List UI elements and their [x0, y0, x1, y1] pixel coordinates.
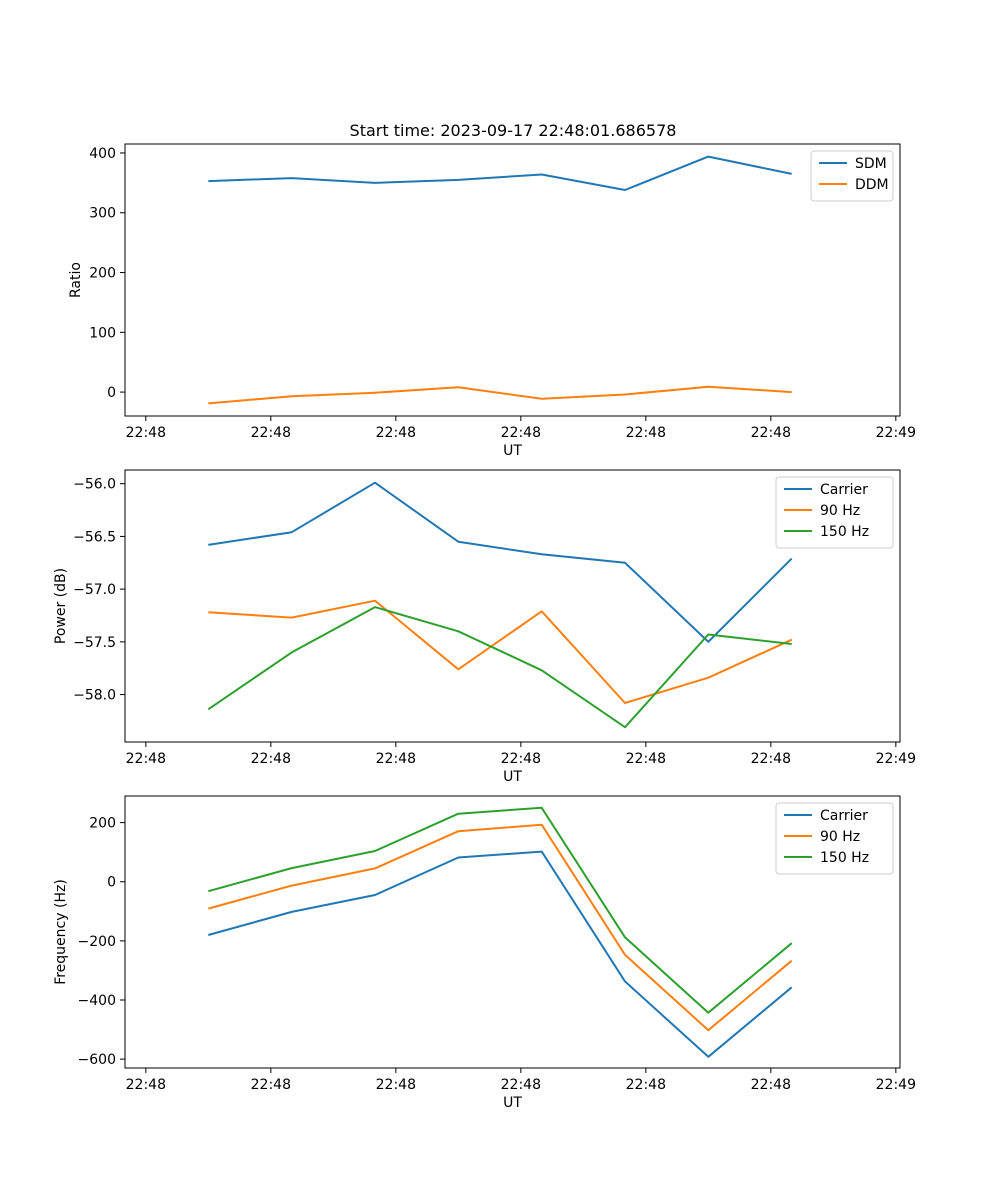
x-tick-label: 22:48 [501, 751, 541, 767]
y-tick-label: 0 [107, 875, 116, 891]
y-tick-label: −56.5 [73, 529, 116, 545]
legend-label: 150 Hz [820, 524, 869, 540]
x-tick-label: 22:48 [501, 1077, 541, 1093]
legend-label: SDM [855, 156, 887, 172]
x-tick-label: 22:48 [251, 425, 291, 441]
axes-frame [124, 143, 901, 417]
subplots: 0 100 200 300 400 22:48 22:48 22:48 22:48 22:48 22… [53, 143, 916, 1111]
y-axis-label: Frequency (Hz) [53, 879, 69, 985]
legend: Carrier 90 Hz 150 Hz [775, 802, 894, 875]
legend: SDM DDM [810, 150, 894, 202]
legend: Carrier 90 Hz 150 Hz [775, 476, 894, 549]
axes-frame [124, 469, 901, 743]
y-tick-label: 100 [89, 325, 116, 341]
x-tick-label: 22:48 [626, 425, 666, 441]
series-line-carrier [208, 481, 793, 643]
y-tick-label: −400 [78, 993, 116, 1009]
x-tick-label: 22:48 [126, 751, 166, 767]
legend-label: 90 Hz [820, 829, 860, 845]
series-line-sdm [208, 155, 792, 191]
x-tick-label: 22:48 [251, 751, 291, 767]
legend-label: 90 Hz [820, 503, 860, 519]
x-tick-label: 22:48 [501, 425, 541, 441]
x-tick-label: 22:48 [751, 751, 791, 767]
x-tick-label: 22:49 [876, 425, 916, 441]
y-axis-label: Power (dB) [53, 568, 69, 644]
x-tick-label: 22:48 [626, 751, 666, 767]
x-tick-label: 22:48 [376, 1077, 416, 1093]
series-line-150-hz [207, 606, 792, 729]
y-tick-label: −56.0 [73, 477, 116, 493]
x-tick-label: 22:48 [751, 425, 791, 441]
x-tick-label: 22:48 [126, 425, 166, 441]
x-tick-label: 22:49 [876, 1077, 916, 1093]
x-tick-label: 22:48 [751, 1077, 791, 1093]
y-tick-label: 400 [89, 146, 116, 162]
subplot-power: −58.0 −57.5 −57.0 −56.5 −56.0 22:48 22:48 22:48… [53, 469, 916, 785]
x-tick-label: 22:48 [626, 1077, 666, 1093]
legend-label: Carrier [820, 482, 868, 498]
y-tick-label: −57.0 [73, 582, 116, 598]
x-axis-label: UT [503, 1095, 522, 1111]
x-tick-label: 22:48 [376, 425, 416, 441]
legend-label: 150 Hz [820, 850, 869, 866]
y-tick-label: 200 [89, 266, 116, 282]
legend-label: DDM [855, 177, 889, 193]
series-line-90-hz [208, 823, 793, 1032]
y-tick-label: −600 [78, 1052, 116, 1068]
x-tick-label: 22:49 [876, 751, 916, 767]
x-axis-label: UT [503, 443, 522, 459]
x-tick-label: 22:48 [376, 751, 416, 767]
x-axis-label: UT [503, 769, 522, 785]
legend-label: Carrier [820, 808, 868, 824]
chart-title: Start time: 2023-09-17 22:48:01.686578 [350, 121, 677, 140]
series-line-150-hz [208, 806, 793, 1014]
x-tick-label: 22:48 [126, 1077, 166, 1093]
y-tick-label: −57.5 [73, 635, 116, 651]
y-tick-label: 0 [107, 385, 116, 401]
axes-frame [124, 795, 901, 1069]
series-line-carrier [208, 850, 793, 1058]
y-axis-label: Ratio [68, 262, 84, 298]
subplot-ratio: 0 100 200 300 400 22:48 22:48 22:48 22:48 22:48 22… [68, 143, 916, 459]
y-tick-label: −58.0 [73, 688, 116, 704]
series-line-90-hz [208, 599, 793, 704]
y-tick-label: 200 [89, 816, 116, 832]
subplot-frequency: −600 −400 −200 0 200 22:48 22:48 22:48 22:48 22:4… [53, 795, 916, 1111]
x-tick-label: 22:48 [251, 1077, 291, 1093]
y-tick-label: −200 [78, 934, 116, 950]
y-tick-label: 300 [89, 206, 116, 222]
series-line-ddm [208, 385, 792, 405]
